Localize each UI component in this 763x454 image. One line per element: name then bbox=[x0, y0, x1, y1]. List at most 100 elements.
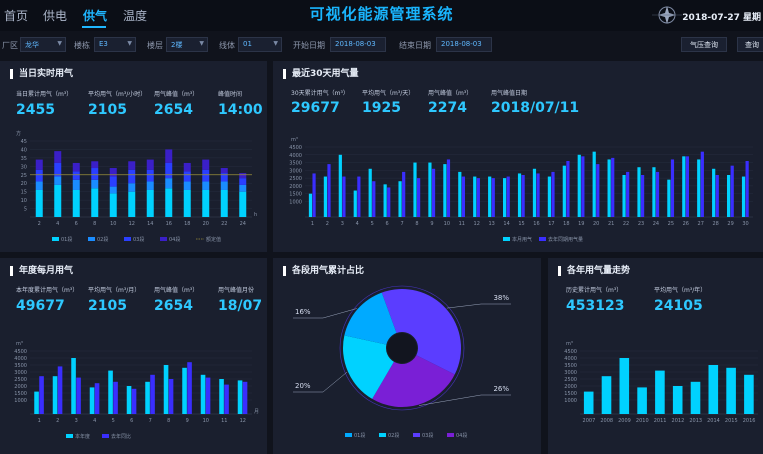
stat-value: 14:00 bbox=[218, 102, 263, 118]
bar bbox=[398, 181, 402, 217]
bar bbox=[57, 366, 63, 414]
legend-swatch bbox=[503, 237, 510, 241]
x-tick-label: 6 bbox=[75, 221, 78, 227]
query-button[interactable]: 查询 bbox=[737, 37, 763, 52]
y-tick-label: 30 bbox=[21, 164, 27, 170]
x-tick-label: 11 bbox=[221, 418, 227, 424]
bar bbox=[168, 379, 174, 414]
legend-label: 去年同期用气量 bbox=[548, 236, 583, 243]
x-tick-label: 12 bbox=[474, 221, 480, 227]
bar bbox=[652, 167, 656, 217]
bar bbox=[94, 383, 100, 414]
filter-bar: 厂区 龙华 ▼ 楼栋 E3 ▼ 楼层 2楼 ▼ 线体 01 ▼ 开始日期 2018-08… bbox=[0, 35, 763, 55]
end-date-label: 结束日期 bbox=[399, 41, 431, 50]
building-label: 楼栋 bbox=[74, 41, 90, 50]
x-tick-label: 8 bbox=[415, 221, 418, 227]
bar bbox=[71, 358, 76, 414]
y-tick-label: 3500 bbox=[14, 363, 27, 369]
legend-label: 本月用气 bbox=[512, 236, 532, 243]
line-select[interactable]: 01 ▼ bbox=[238, 37, 282, 52]
legend-label: 本年度 bbox=[75, 433, 90, 440]
bar bbox=[72, 179, 80, 190]
stat-label: 用气峰值（m³） bbox=[154, 287, 199, 294]
bar bbox=[239, 184, 247, 192]
x-tick-label: 20 bbox=[203, 221, 209, 227]
x-tick-label: 5 bbox=[112, 418, 115, 424]
bar bbox=[431, 168, 436, 217]
tab-temperature[interactable]: 温度 bbox=[123, 9, 148, 23]
tab-home[interactable]: 首页 bbox=[4, 9, 29, 23]
x-tick-label: 21 bbox=[608, 221, 614, 227]
chevron-down-icon: ▼ bbox=[57, 40, 62, 47]
bar bbox=[596, 164, 600, 217]
end-date-input[interactable]: 2018-08-03 bbox=[436, 37, 492, 52]
x-tick-label: 4 bbox=[56, 221, 59, 227]
stat-value: 24105 bbox=[654, 298, 703, 314]
x-tick-label: 5 bbox=[371, 221, 374, 227]
bar bbox=[35, 159, 43, 170]
bar bbox=[607, 159, 611, 217]
x-tick-label: 3 bbox=[75, 418, 78, 424]
bar bbox=[183, 162, 191, 172]
x-tick-label: 24 bbox=[653, 221, 659, 227]
factory-select[interactable]: 龙华 ▼ bbox=[20, 37, 66, 52]
x-tick-label: 9 bbox=[430, 221, 433, 227]
tab-gas[interactable]: 供气 bbox=[83, 9, 108, 23]
bar bbox=[183, 181, 191, 190]
bar bbox=[327, 164, 331, 217]
tab-power[interactable]: 供电 bbox=[43, 9, 68, 23]
pie-slice bbox=[343, 335, 394, 399]
bar bbox=[506, 176, 510, 217]
bar bbox=[131, 388, 137, 414]
bar bbox=[237, 380, 243, 414]
stat-value: 2654 bbox=[154, 298, 193, 314]
bar bbox=[72, 189, 80, 217]
stat-label: 当日累计用气（m³） bbox=[16, 91, 73, 98]
stat-value: 2018/07/11 bbox=[491, 100, 580, 116]
panel-title: 各段用气累计占比 bbox=[283, 266, 364, 276]
y-tick-label: 35 bbox=[21, 156, 27, 162]
bar bbox=[682, 156, 686, 217]
legend-swatch bbox=[413, 433, 420, 437]
bar bbox=[655, 171, 660, 217]
panel-title: 各年用气量走势 bbox=[558, 266, 630, 276]
floor-select[interactable]: 2楼 ▼ bbox=[166, 37, 208, 52]
y-tick-label: 2000 bbox=[14, 384, 27, 390]
panel-title: 最近30天用气量 bbox=[283, 69, 359, 79]
y-tick-label: 2000 bbox=[564, 384, 577, 390]
bar bbox=[387, 187, 391, 217]
bar bbox=[182, 367, 187, 414]
stat-value: 29677 bbox=[291, 100, 340, 116]
bar bbox=[547, 176, 551, 217]
x-axis-unit: h bbox=[254, 212, 257, 218]
bar bbox=[146, 189, 154, 217]
bar bbox=[566, 161, 570, 217]
bar bbox=[726, 367, 736, 414]
bar bbox=[491, 178, 495, 217]
bar bbox=[521, 175, 525, 217]
bar bbox=[165, 178, 173, 189]
x-tick-label: 12 bbox=[129, 221, 135, 227]
bar bbox=[592, 151, 596, 217]
bar bbox=[372, 181, 376, 217]
start-date-input[interactable]: 2018-08-03 bbox=[330, 37, 386, 52]
bar bbox=[744, 374, 754, 414]
bar bbox=[428, 162, 432, 217]
building-select[interactable]: E3 ▼ bbox=[94, 37, 136, 52]
bar bbox=[476, 178, 480, 217]
bar bbox=[532, 168, 537, 217]
y-tick-label: 20 bbox=[21, 181, 27, 187]
y-tick-label: 40 bbox=[21, 147, 27, 153]
stat-value: 49677 bbox=[16, 298, 65, 314]
bar bbox=[109, 176, 117, 187]
bar bbox=[670, 159, 675, 217]
bar bbox=[517, 173, 522, 217]
bar bbox=[145, 381, 150, 414]
x-tick-label: 4 bbox=[356, 221, 359, 227]
pressure-query-button[interactable]: 气压查询 bbox=[681, 37, 727, 52]
bar bbox=[690, 381, 701, 414]
y-tick-label: 2000 bbox=[289, 184, 302, 190]
bar bbox=[402, 171, 406, 217]
